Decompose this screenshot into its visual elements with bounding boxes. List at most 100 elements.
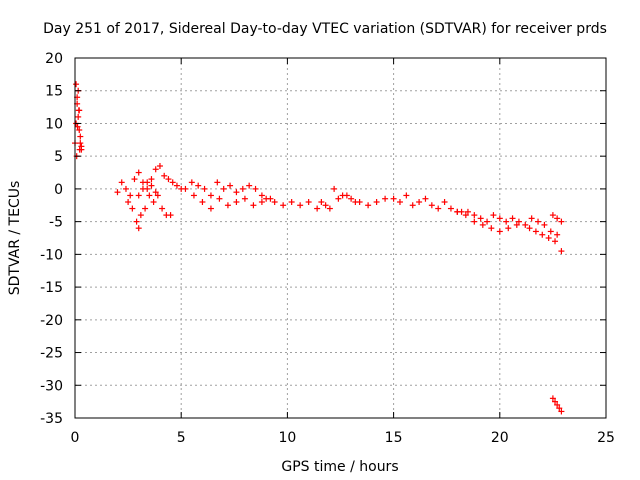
data-point xyxy=(220,185,227,192)
x-tick-labels: 0 5 10 15 20 25 xyxy=(71,430,615,446)
data-point xyxy=(122,185,129,192)
data-point xyxy=(173,182,180,189)
data-point xyxy=(488,225,495,232)
y-tick-labels: 20 15 10 5 0 -5 -10 -15 -20 -25 -30 -35 xyxy=(40,51,63,427)
data-point xyxy=(403,192,410,199)
data-point xyxy=(78,143,85,150)
data-point xyxy=(471,212,478,219)
data-points xyxy=(72,81,565,415)
data-point xyxy=(159,205,166,212)
y-tick-label: -10 xyxy=(40,247,63,263)
y-tick-label: -35 xyxy=(40,411,63,427)
data-point xyxy=(464,208,471,215)
data-point xyxy=(114,189,121,196)
data-point xyxy=(435,205,442,212)
data-point xyxy=(513,221,520,228)
data-point xyxy=(271,199,278,205)
data-point xyxy=(239,185,246,192)
data-point xyxy=(409,202,416,209)
y-tick-label: -5 xyxy=(49,215,63,231)
data-point xyxy=(390,195,397,202)
data-point xyxy=(541,221,548,228)
data-point xyxy=(318,199,325,205)
data-point xyxy=(549,212,556,219)
y-tick-label: 5 xyxy=(54,149,63,165)
y-tick-label: -20 xyxy=(40,313,63,329)
data-point xyxy=(156,163,163,169)
data-point xyxy=(76,146,83,153)
data-point xyxy=(227,182,234,189)
data-point xyxy=(201,185,208,192)
data-point xyxy=(190,192,197,199)
data-point xyxy=(214,179,221,186)
data-point xyxy=(118,179,125,186)
data-point xyxy=(373,199,380,205)
data-point xyxy=(224,202,231,209)
data-point xyxy=(152,166,159,173)
data-point xyxy=(74,123,81,130)
data-point xyxy=(258,192,265,199)
data-point xyxy=(144,179,151,186)
data-point xyxy=(207,192,214,199)
data-point xyxy=(182,185,189,192)
plot-frame xyxy=(74,57,607,419)
data-point xyxy=(554,231,561,238)
data-point xyxy=(142,205,149,212)
data-point xyxy=(422,195,429,202)
data-point xyxy=(428,202,435,209)
data-point xyxy=(454,208,461,215)
data-point xyxy=(503,218,510,225)
data-point xyxy=(241,195,248,202)
data-point xyxy=(515,218,522,225)
data-point xyxy=(343,192,350,199)
data-point xyxy=(535,218,542,225)
x-tick-label: 20 xyxy=(491,430,509,446)
data-point xyxy=(154,192,161,199)
data-point xyxy=(558,408,565,415)
data-point xyxy=(280,202,287,209)
data-point xyxy=(135,225,142,232)
data-point xyxy=(552,398,559,405)
data-point xyxy=(558,248,565,255)
data-point xyxy=(258,199,265,205)
data-point xyxy=(146,192,153,199)
data-point xyxy=(150,199,157,205)
data-point xyxy=(490,212,497,219)
data-point xyxy=(441,199,448,205)
data-point xyxy=(167,212,174,219)
x-tick-label: 25 xyxy=(597,430,615,446)
data-point xyxy=(127,192,134,199)
data-point xyxy=(477,215,484,222)
axis-ticks xyxy=(74,57,607,419)
data-point xyxy=(554,215,561,222)
x-tick-label: 15 xyxy=(385,430,403,446)
data-point xyxy=(322,202,329,209)
data-point xyxy=(73,81,80,88)
data-point xyxy=(416,199,423,205)
data-point xyxy=(131,176,138,183)
y-axis-label: SDTVAR / TECUs xyxy=(7,181,23,296)
data-point xyxy=(77,140,84,147)
data-point xyxy=(335,195,342,202)
data-point xyxy=(314,205,321,212)
data-point xyxy=(246,182,253,189)
y-tick-label: -25 xyxy=(40,346,63,362)
data-point xyxy=(558,218,565,225)
data-point xyxy=(152,189,159,196)
data-point xyxy=(331,185,338,192)
data-point xyxy=(77,133,84,140)
data-point xyxy=(233,189,240,196)
x-tick-label: 10 xyxy=(278,430,296,446)
data-point xyxy=(496,215,503,222)
data-point xyxy=(133,218,140,225)
data-point xyxy=(484,218,491,225)
data-point xyxy=(552,238,559,245)
data-point xyxy=(365,202,372,209)
data-point xyxy=(252,185,259,192)
data-point xyxy=(471,218,478,225)
x-axis-label: GPS time / hours xyxy=(281,459,398,475)
data-point xyxy=(250,202,257,209)
data-point xyxy=(496,228,503,235)
data-point xyxy=(352,199,359,205)
